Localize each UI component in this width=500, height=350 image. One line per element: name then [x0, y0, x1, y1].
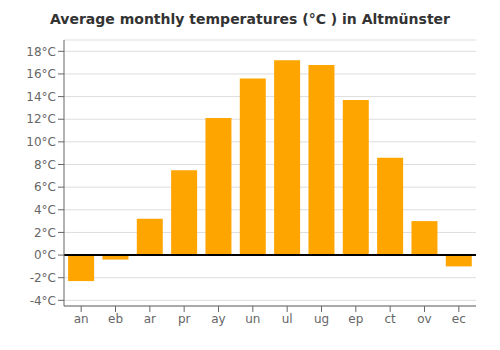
svg-text:ep: ep [348, 312, 363, 326]
svg-text:-4°C: -4°C [30, 294, 56, 308]
html-text:Average monthly temperatures (: Average monthly temperatures (°C ) in Al… [50, 11, 450, 27]
svg-text:0°C: 0°C [34, 248, 56, 262]
svg-text:14°C: 14°C [26, 90, 56, 104]
svg-text:18°C: 18°C [26, 45, 56, 59]
svg-text:ay: ay [211, 312, 225, 326]
svg-text:eb: eb [108, 312, 123, 326]
svg-text:-2°C: -2°C [30, 271, 56, 285]
svg-text:ul: ul [282, 312, 293, 326]
svg-text:ct: ct [385, 312, 397, 326]
svg-text:pr: pr [178, 312, 191, 326]
svg-text:6°C: 6°C [34, 180, 56, 194]
svg-text:ov: ov [417, 312, 431, 326]
svg-text:12°C: 12°C [26, 112, 56, 126]
svg-text:ec: ec [452, 312, 466, 326]
svg-text:8°C: 8°C [34, 158, 56, 172]
svg-text:ug: ug [314, 312, 329, 326]
svg-text:ar: ar [144, 312, 156, 326]
svg-text:un: un [245, 312, 260, 326]
svg-text:10°C: 10°C [26, 135, 56, 149]
svg-text:16°C: 16°C [26, 67, 56, 81]
svg-text:an: an [74, 312, 89, 326]
svg-text:4°C: 4°C [34, 203, 56, 217]
svg-text:2°C: 2°C [34, 226, 56, 240]
